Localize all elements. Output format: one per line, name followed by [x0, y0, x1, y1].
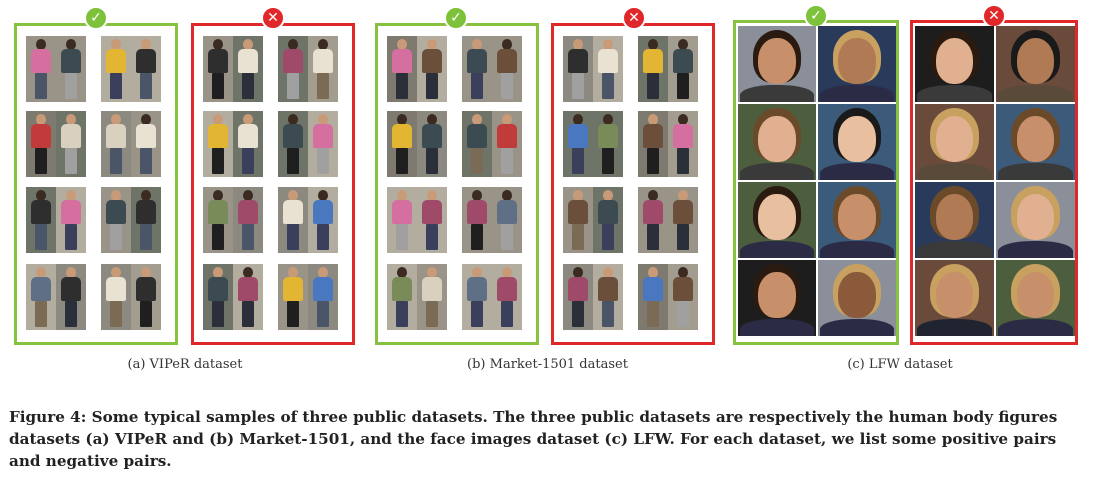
face-image	[738, 104, 816, 180]
pedestrian-image	[233, 264, 263, 330]
pedestrian-image	[638, 187, 668, 253]
pedestrian-image	[56, 111, 86, 177]
pedestrian-image	[593, 187, 623, 253]
pedestrian-image	[56, 36, 86, 102]
pedestrian-image	[387, 36, 417, 102]
pedestrian-image	[308, 36, 338, 102]
face-image	[915, 182, 994, 258]
pedestrian-image	[417, 187, 447, 253]
pedestrian-image	[26, 187, 56, 253]
pedestrian-image	[203, 187, 233, 253]
face-image	[996, 182, 1075, 258]
face-image	[818, 26, 896, 102]
pedestrian-image	[101, 264, 131, 330]
pedestrian-image	[278, 36, 308, 102]
pedestrian-image	[563, 111, 593, 177]
pedestrian-image	[278, 111, 308, 177]
pedestrian-image	[203, 36, 233, 102]
pedestrian-image	[492, 264, 522, 330]
pedestrian-image	[462, 264, 492, 330]
pedestrian-image	[668, 264, 698, 330]
pedestrian-image	[203, 264, 233, 330]
face-image	[915, 260, 994, 336]
pedestrian-image	[26, 36, 56, 102]
pedestrian-image	[668, 111, 698, 177]
pedestrian-image	[563, 264, 593, 330]
pedestrian-image	[131, 264, 161, 330]
pedestrian-image	[233, 111, 263, 177]
pedestrian-image	[56, 187, 86, 253]
pedestrian-image	[462, 111, 492, 177]
face-image	[996, 260, 1075, 336]
face-image	[738, 260, 816, 336]
face-image	[738, 26, 816, 102]
pedestrian-image	[638, 111, 668, 177]
check-icon: ✓	[84, 6, 108, 30]
pedestrian-image	[668, 36, 698, 102]
pedestrian-image	[563, 187, 593, 253]
pedestrian-image	[638, 36, 668, 102]
pedestrian-image	[387, 187, 417, 253]
pedestrian-image	[131, 111, 161, 177]
face-image	[738, 182, 816, 258]
pedestrian-image	[462, 36, 492, 102]
pedestrian-image	[131, 187, 161, 253]
pedestrian-image	[417, 36, 447, 102]
caption-market: (b) Market-1501 dataset	[467, 357, 628, 372]
caption-lfw: (c) LFW dataset	[847, 357, 953, 372]
pedestrian-image	[56, 264, 86, 330]
pedestrian-image	[101, 36, 131, 102]
pedestrian-image	[387, 264, 417, 330]
pedestrian-image	[492, 187, 522, 253]
face-image	[818, 104, 896, 180]
face-image	[818, 182, 896, 258]
pedestrian-image	[101, 187, 131, 253]
cross-icon: ✕	[261, 6, 285, 30]
pedestrian-image	[308, 111, 338, 177]
cross-icon: ✕	[982, 4, 1006, 28]
pedestrian-image	[278, 187, 308, 253]
pedestrian-image	[462, 187, 492, 253]
pedestrian-image	[308, 187, 338, 253]
pedestrian-image	[593, 264, 623, 330]
check-icon: ✓	[444, 6, 468, 30]
pedestrian-image	[233, 187, 263, 253]
pedestrian-image	[638, 264, 668, 330]
pedestrian-image	[387, 111, 417, 177]
pedestrian-image	[593, 111, 623, 177]
pedestrian-image	[101, 111, 131, 177]
caption-viper: (a) VIPeR dataset	[127, 357, 243, 372]
check-icon: ✓	[804, 4, 828, 28]
face-image	[996, 26, 1075, 102]
pedestrian-image	[417, 111, 447, 177]
face-image	[915, 104, 994, 180]
pedestrian-image	[26, 111, 56, 177]
figure-caption: Figure 4: Some typical samples of three …	[9, 408, 1058, 470]
face-image	[915, 26, 994, 102]
cross-icon: ✕	[622, 6, 646, 30]
pedestrian-image	[233, 36, 263, 102]
pedestrian-image	[563, 36, 593, 102]
pedestrian-image	[492, 111, 522, 177]
pedestrian-image	[668, 187, 698, 253]
pedestrian-image	[417, 264, 447, 330]
pedestrian-image	[131, 36, 161, 102]
pedestrian-image	[492, 36, 522, 102]
pedestrian-image	[308, 264, 338, 330]
pedestrian-image	[593, 36, 623, 102]
face-image	[818, 260, 896, 336]
pedestrian-image	[26, 264, 56, 330]
face-image	[996, 104, 1075, 180]
pedestrian-image	[278, 264, 308, 330]
pedestrian-image	[203, 111, 233, 177]
